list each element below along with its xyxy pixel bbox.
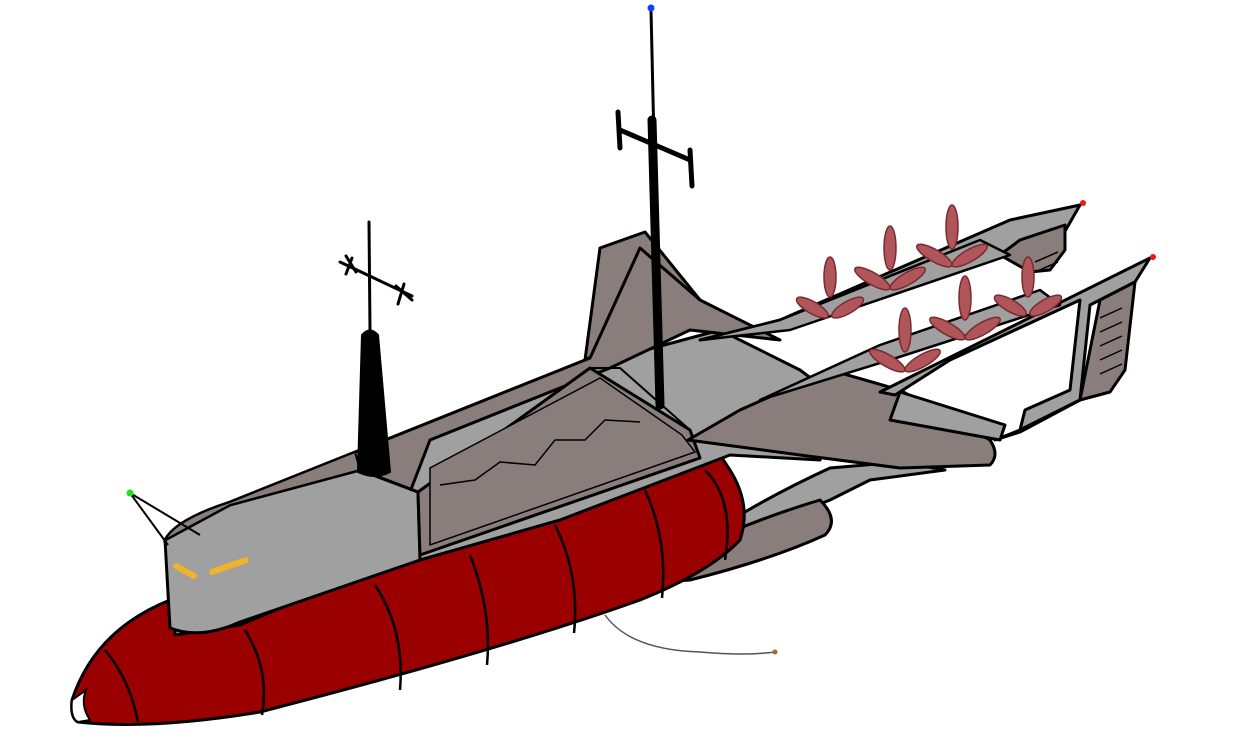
headlight-left (173, 563, 197, 579)
tether-cable (604, 614, 776, 655)
main-mast (615, 8, 695, 410)
cargo-bay-right-wall (590, 367, 691, 431)
nose-cap (70, 687, 92, 724)
electric-zigzag (439, 419, 641, 486)
forward-antenna (338, 220, 414, 332)
bow-light-green (126, 489, 134, 497)
propeller-5 (929, 275, 1001, 341)
tip-light-red-1 (1080, 200, 1086, 206)
cargo-bay-floor (429, 377, 697, 547)
mast-light-blue (647, 4, 655, 12)
vent-slats (1034, 251, 1123, 375)
prop-shaft-upper (698, 238, 1012, 342)
tip-light-red-2 (1150, 254, 1156, 260)
propeller-3 (916, 204, 988, 268)
bow-antenna (129, 492, 201, 546)
forward-funnel (356, 329, 392, 477)
headlight-right (209, 557, 249, 575)
propeller-6 (993, 256, 1063, 317)
tether-end (772, 649, 778, 655)
propeller-2 (854, 225, 926, 291)
propellers (795, 204, 1063, 373)
propeller-1 (795, 256, 865, 319)
propeller-4 (869, 307, 941, 373)
balloon-cell-seams (104, 469, 729, 723)
